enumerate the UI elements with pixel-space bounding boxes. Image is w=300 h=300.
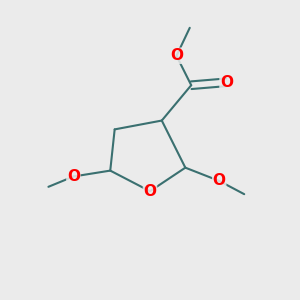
Text: O: O	[213, 173, 226, 188]
Text: O: O	[143, 184, 157, 199]
Text: O: O	[220, 75, 233, 90]
Text: O: O	[67, 169, 80, 184]
Text: O: O	[170, 48, 183, 63]
